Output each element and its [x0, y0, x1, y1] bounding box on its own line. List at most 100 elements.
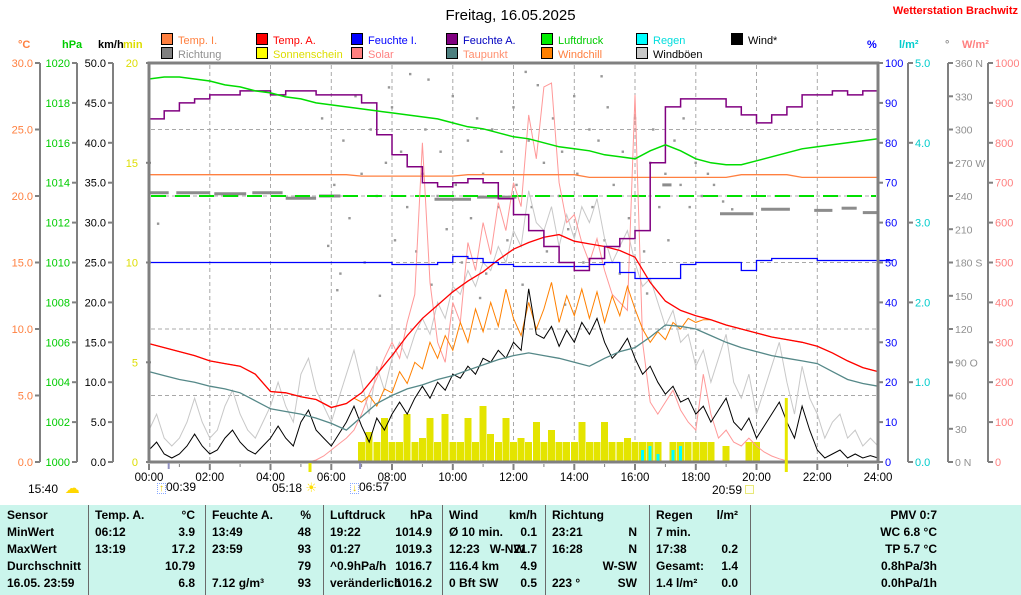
svg-text:25.0: 25.0 — [12, 125, 33, 137]
legend-item-temp-i-: Temp. I. — [161, 33, 217, 47]
svg-text:10: 10 — [126, 258, 138, 270]
svg-text:300: 300 — [995, 337, 1013, 349]
svg-text:10:00: 10:00 — [438, 472, 467, 484]
svg-text:40.0: 40.0 — [85, 138, 106, 150]
table-cell: TP 5.7 °C — [885, 542, 937, 556]
table-cell: Feuchte A.% — [212, 508, 311, 522]
svg-text:30.0: 30.0 — [12, 58, 33, 70]
table-cell: W-SW — [602, 559, 637, 573]
legend-swatch — [636, 33, 648, 45]
legend-swatch — [731, 33, 743, 45]
legend-label: Wind* — [748, 35, 778, 47]
svg-text:1014: 1014 — [46, 178, 70, 190]
moonrise-marker: ↑ 00:39 — [157, 480, 197, 494]
legend-item-windb-en: Windböen — [636, 47, 703, 61]
legend-item-regen: Regen — [636, 33, 685, 47]
svg-text:1004: 1004 — [46, 377, 70, 389]
legend-item-taupunkt: Taupunkt — [446, 47, 508, 61]
svg-text:5.0: 5.0 — [18, 391, 33, 403]
svg-text:20: 20 — [885, 377, 897, 389]
table-cell: 13:19 17.2 — [95, 542, 195, 556]
table-column-divider — [323, 505, 324, 595]
svg-text:0: 0 — [132, 457, 138, 469]
table-cell: 0 Bft SW 0.5 — [449, 576, 537, 590]
weather-report-window: Freitag, 16.05.2025 Wetterstation Brachw… — [0, 5, 1021, 595]
legend-swatch — [351, 33, 363, 45]
svg-text:1002: 1002 — [46, 417, 70, 429]
legend-swatch — [541, 47, 553, 59]
svg-text:0: 0 — [885, 457, 891, 469]
svg-text:1000: 1000 — [995, 58, 1019, 70]
svg-text:10.0: 10.0 — [85, 377, 106, 389]
svg-text:240: 240 — [955, 191, 973, 203]
svg-text:1006: 1006 — [46, 337, 70, 349]
svg-text:14:00: 14:00 — [560, 472, 589, 484]
sun-icon: ☀ — [305, 480, 318, 495]
table-cell: MinWert — [7, 525, 55, 539]
svg-text:700: 700 — [995, 178, 1013, 190]
svg-text:600: 600 — [995, 218, 1013, 230]
svg-text:22:00: 22:00 — [803, 472, 832, 484]
svg-text:70: 70 — [885, 178, 897, 190]
table-cell: 19:22 1014.9 — [330, 525, 432, 539]
table-row: MinWert 06:12 3.9 13:49 48 19:22 1014.9 Ø 10 mi… — [0, 524, 1021, 541]
legend-item-sonnenschein: Sonnenschein — [256, 47, 343, 61]
table-cell: 79 — [297, 559, 311, 573]
axis-header-2: km/h — [98, 39, 124, 51]
svg-text:10.0: 10.0 — [12, 324, 33, 336]
day-length: 15:40 ☁ — [28, 480, 80, 497]
axis-header-right-2: ° — [945, 39, 950, 51]
svg-text:08:00: 08:00 — [378, 472, 407, 484]
table-column-divider — [205, 505, 206, 595]
legend-swatch — [636, 47, 648, 59]
legend-label: Luftdruck — [558, 35, 604, 47]
svg-text:12:00: 12:00 — [499, 472, 528, 484]
table-cell: Gesamt: 1.4 — [656, 559, 738, 573]
svg-text:04:00: 04:00 — [256, 472, 285, 484]
table-cell: 7.12 g/m³ 93 — [212, 576, 311, 590]
svg-text:25.0: 25.0 — [85, 258, 106, 270]
table-cell: Luftdruck hPa — [330, 508, 432, 522]
table-row: 16.05. 23:59 6.8 7.12 g/m³ 93 veränderlich 10… — [0, 575, 1021, 592]
svg-text:0.0: 0.0 — [915, 457, 930, 469]
stats-table: Sensor Temp. A. °C Feuchte A.% Luftdruck hPa W… — [0, 505, 1021, 595]
table-cell: Sensor — [7, 508, 48, 522]
svg-text:5: 5 — [132, 357, 138, 369]
svg-text:270 W: 270 W — [955, 158, 985, 170]
svg-text:210: 210 — [955, 224, 973, 236]
legend-item-feuchte-i-: Feuchte I. — [351, 33, 417, 47]
table-cell: MaxWert — [7, 542, 57, 556]
svg-text:1020: 1020 — [46, 58, 70, 70]
svg-text:1012: 1012 — [46, 218, 70, 230]
legend-label: Feuchte A. — [463, 35, 516, 47]
legend-label: Solar — [368, 49, 394, 61]
svg-text:0: 0 — [995, 457, 1001, 469]
svg-text:30.0: 30.0 — [85, 218, 106, 230]
axis-header-right-1: l/m² — [899, 39, 919, 51]
svg-text:1016: 1016 — [46, 138, 70, 150]
legend-label: Richtung — [178, 49, 222, 61]
table-column-divider — [545, 505, 546, 595]
svg-text:330: 330 — [955, 91, 973, 103]
table-cell: WC 6.8 °C — [880, 525, 937, 539]
legend-label: Windchill — [558, 49, 603, 61]
svg-text:90 O: 90 O — [955, 357, 978, 369]
svg-text:20.0: 20.0 — [12, 191, 33, 203]
svg-text:06:00: 06:00 — [317, 472, 346, 484]
legend-swatch — [161, 47, 173, 59]
table-cell: 23:59 93 — [212, 542, 311, 556]
table-cell: 13:49 48 — [212, 525, 311, 539]
svg-text:24:00: 24:00 — [864, 472, 893, 484]
table-cell: Richtung — [552, 508, 604, 522]
moonset-icon: ↓ — [350, 483, 359, 494]
svg-text:90: 90 — [885, 98, 897, 110]
legend-swatch — [446, 47, 458, 59]
table-row: Durchschnitt 10.79 79 ^0.9hPa/h 1016.7 116.4 … — [0, 558, 1021, 575]
svg-text:400: 400 — [995, 297, 1013, 309]
table-row: MaxWert 13:19 17.2 23:59 93 01:27 1019.3 12:23 … — [0, 541, 1021, 558]
svg-text:60: 60 — [955, 391, 967, 403]
table-cell: Regen l/m² — [656, 508, 738, 522]
svg-text:120: 120 — [955, 324, 973, 336]
svg-text:45.0: 45.0 — [85, 98, 106, 110]
table-cell: 23:21 N — [552, 525, 637, 539]
